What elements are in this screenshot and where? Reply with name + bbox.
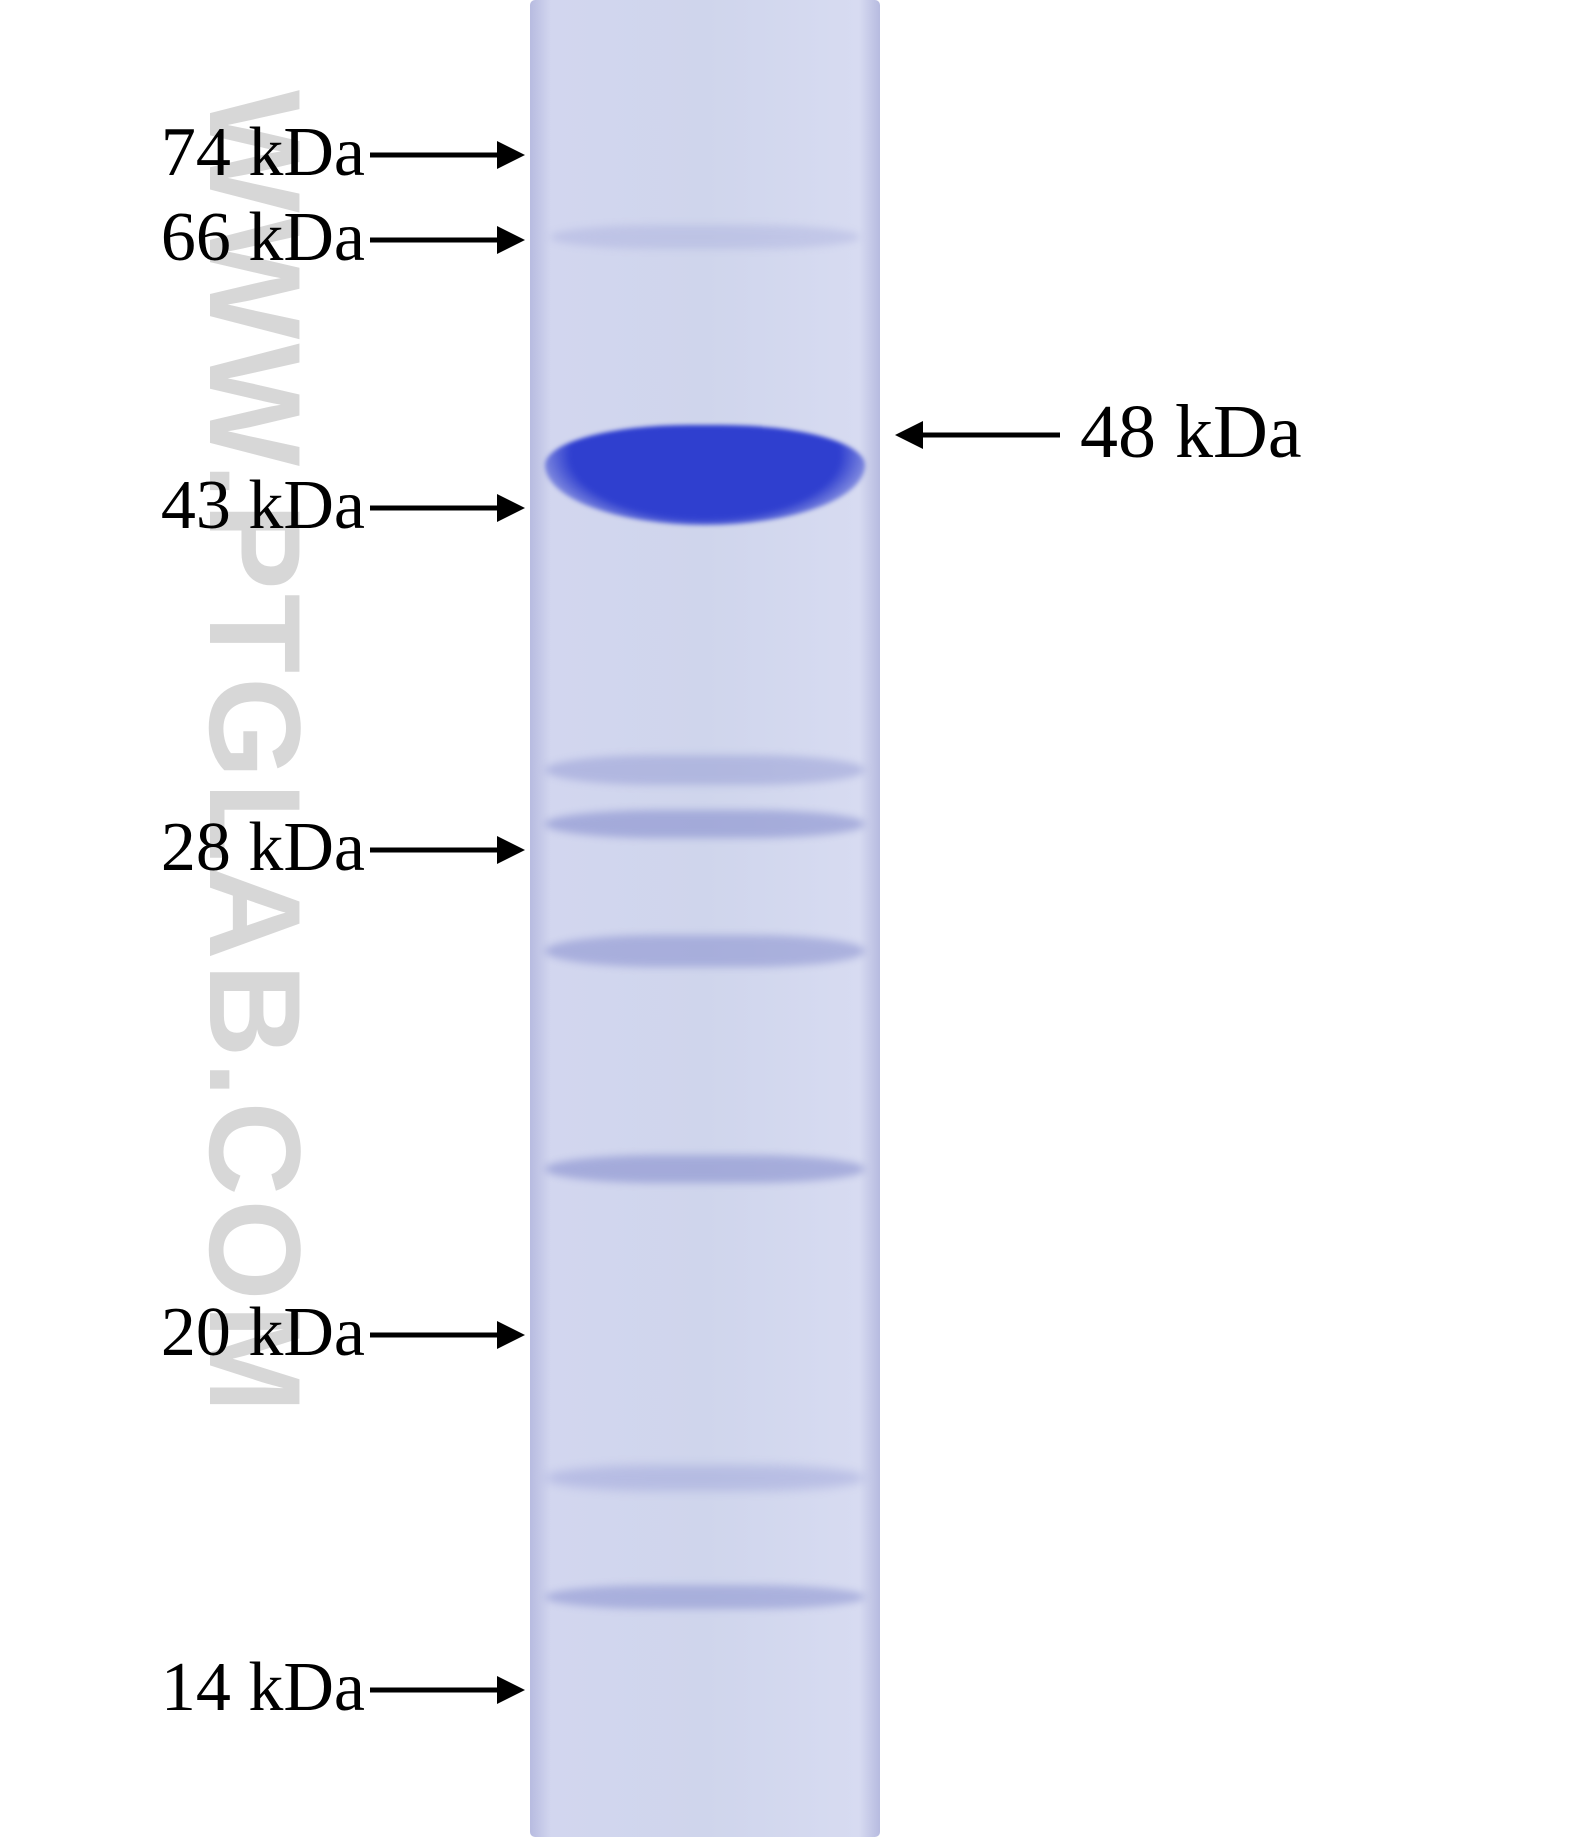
- marker-label-1: 66 kDa: [161, 198, 365, 278]
- marker-label-0: 74 kDa: [161, 113, 365, 193]
- marker-arrow-2: [342, 480, 553, 536]
- marker-arrow-3: [342, 822, 553, 878]
- band-band-15: [545, 1585, 865, 1609]
- marker-label-4: 20 kDa: [161, 1293, 365, 1373]
- marker-arrow-0: [342, 127, 553, 183]
- gel-figure: WWW.PTGLAB.COM 74 kDa66 kDa 43 kDa 28 kDa 2…: [0, 0, 1585, 1837]
- marker-arrow-1: [342, 212, 553, 268]
- band-band-22: [545, 1155, 865, 1183]
- band-band-below-28: [545, 935, 865, 967]
- marker-arrow-5: [342, 1662, 553, 1718]
- target-label: 48 kDa: [1080, 389, 1302, 476]
- gel-lane: [530, 0, 880, 1837]
- marker-label-5: 14 kDa: [161, 1648, 365, 1728]
- band-band-below-43a: [545, 755, 865, 785]
- target-arrow: [867, 407, 1088, 463]
- band-band-18: [545, 1465, 865, 1491]
- marker-label-3: 28 kDa: [161, 808, 365, 888]
- marker-arrow-4: [342, 1307, 553, 1363]
- band-band-66: [550, 225, 860, 249]
- marker-label-2: 43 kDa: [161, 466, 365, 546]
- band-band-below-43b: [545, 810, 865, 838]
- watermark-text: WWW.PTGLAB.COM: [180, 90, 330, 1417]
